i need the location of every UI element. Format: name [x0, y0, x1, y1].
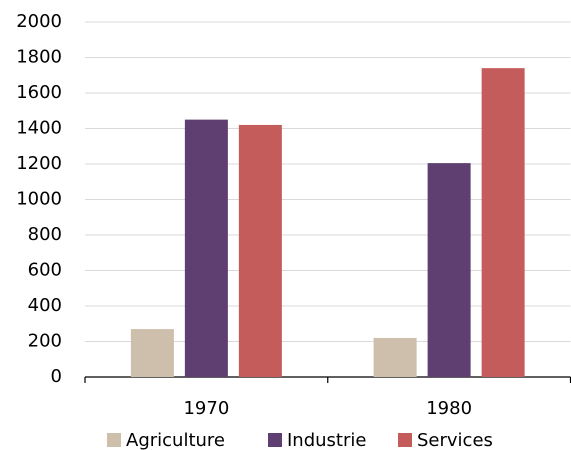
bar	[373, 337, 417, 377]
legend-swatch	[107, 433, 121, 447]
y-tick-label: 1800	[16, 47, 62, 68]
y-tick-label: 1000	[16, 189, 62, 210]
legend-swatch	[398, 433, 412, 447]
x-tick-label: 1980	[426, 398, 472, 419]
legend-label: Industrie	[287, 430, 366, 450]
y-tick-label: 600	[28, 260, 62, 281]
bar	[481, 68, 525, 378]
bar	[130, 329, 174, 377]
legend-label: Services	[417, 430, 493, 450]
legend-label: Agriculture	[126, 430, 225, 450]
y-tick-label: 1600	[16, 82, 62, 103]
bar	[184, 119, 228, 377]
legend-swatch	[268, 433, 282, 447]
bar	[238, 124, 282, 377]
bar	[427, 163, 471, 377]
y-tick-label: 1400	[16, 118, 62, 139]
y-tick-label: 200	[28, 331, 62, 352]
y-tick-label: 1200	[16, 153, 62, 174]
y-tick-label: 400	[28, 295, 62, 316]
y-tick-label: 800	[28, 224, 62, 245]
x-tick-label: 1970	[183, 398, 229, 419]
y-tick-label: 2000	[16, 11, 62, 32]
y-tick-label: 0	[51, 366, 62, 387]
